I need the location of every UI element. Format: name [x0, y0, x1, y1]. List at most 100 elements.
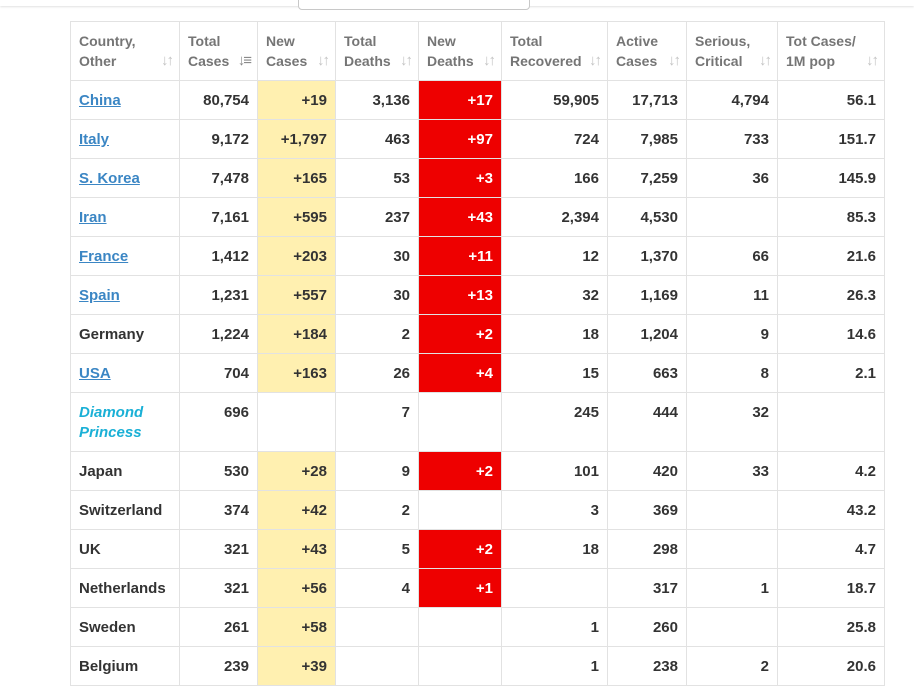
total-cases-cell: 530	[179, 451, 258, 491]
new-cases-cell: +39	[257, 646, 336, 686]
column-header-label: New Deaths	[427, 33, 474, 69]
new-deaths-cell: +4	[418, 353, 502, 393]
country-cell: Diamond Princess	[70, 392, 180, 452]
new-deaths-cell	[418, 646, 502, 686]
active-cases-cell: 444	[607, 392, 687, 452]
total-cases-cell: 321	[179, 529, 258, 569]
column-header-total-cases[interactable]: Total Cases ↓≡	[179, 21, 258, 81]
column-header-cases-per-million[interactable]: Tot Cases/1M pop ↓↑	[777, 21, 885, 81]
sort-icon[interactable]: ↓↑	[866, 52, 879, 69]
total-deaths-cell	[335, 607, 419, 647]
country-cell: Japan	[70, 451, 180, 491]
country-link[interactable]: China	[79, 92, 121, 109]
search-input[interactable]	[298, 0, 530, 10]
new-deaths-cell: +17	[418, 80, 502, 120]
column-header-new-cases[interactable]: New Cases ↓↑	[257, 21, 336, 81]
serious-critical-cell	[686, 197, 778, 237]
new-deaths-cell: +3	[418, 158, 502, 198]
serious-critical-cell: 33	[686, 451, 778, 491]
total-recovered-cell: 101	[501, 451, 608, 491]
total-deaths-cell: 53	[335, 158, 419, 198]
serious-critical-cell: 66	[686, 236, 778, 276]
serious-critical-cell: 4,794	[686, 80, 778, 120]
total-deaths-cell: 9	[335, 451, 419, 491]
new-deaths-cell	[418, 392, 502, 452]
active-cases-cell: 7,985	[607, 119, 687, 159]
country-cell: Sweden	[70, 607, 180, 647]
total-recovered-cell: 15	[501, 353, 608, 393]
country-cell: UK	[70, 529, 180, 569]
country-link[interactable]: S. Korea	[79, 170, 140, 187]
sort-icon[interactable]: ↓↑	[400, 52, 413, 69]
country-link[interactable]: USA	[79, 365, 111, 382]
column-header-label: Total Cases	[188, 33, 230, 69]
country-cell: S. Korea	[70, 158, 180, 198]
cases-per-million-cell	[777, 392, 885, 452]
column-header-label: Country, Other	[79, 33, 136, 69]
active-cases-cell: 4,530	[607, 197, 687, 237]
total-deaths-cell: 2	[335, 490, 419, 530]
country-link[interactable]: Italy	[79, 131, 110, 148]
sort-icon[interactable]: ↓↑	[589, 52, 602, 69]
table-body: China 80,754 +19 3,136 +17 59,905 17,713 4,794 5…	[70, 80, 885, 686]
table-row: Japan 530 +28 9 +2 101 420 33 4.2	[70, 451, 885, 491]
cases-per-million-cell: 25.8	[777, 607, 885, 647]
total-recovered-cell: 166	[501, 158, 608, 198]
total-deaths-cell	[335, 646, 419, 686]
new-cases-cell	[257, 392, 336, 452]
total-cases-cell: 1,231	[179, 275, 258, 315]
active-cases-cell: 238	[607, 646, 687, 686]
column-header-country[interactable]: Country, Other ↓↑	[70, 21, 180, 81]
cases-per-million-cell: 26.3	[777, 275, 885, 315]
new-deaths-cell: +97	[418, 119, 502, 159]
total-recovered-cell: 1	[501, 607, 608, 647]
active-cases-cell: 317	[607, 568, 687, 608]
cases-per-million-cell: 85.3	[777, 197, 885, 237]
country-link[interactable]: France	[79, 248, 129, 265]
column-header-total-deaths[interactable]: Total Deaths ↓↑	[335, 21, 419, 81]
sort-icon[interactable]: ↓↑	[483, 52, 496, 69]
new-cases-cell: +1,797	[257, 119, 336, 159]
column-header-active-cases[interactable]: Active Cases ↓↑	[607, 21, 687, 81]
new-cases-cell: +595	[257, 197, 336, 237]
total-recovered-cell: 3	[501, 490, 608, 530]
new-cases-cell: +43	[257, 529, 336, 569]
country-name: Switzerland	[79, 502, 163, 519]
serious-critical-cell: 8	[686, 353, 778, 393]
serious-critical-cell	[686, 529, 778, 569]
new-deaths-cell	[418, 607, 502, 647]
cases-per-million-cell: 4.2	[777, 451, 885, 491]
serious-critical-cell: 2	[686, 646, 778, 686]
total-cases-cell: 321	[179, 568, 258, 608]
new-cases-cell: +42	[257, 490, 336, 530]
column-header-total-recovered[interactable]: Total Recovered ↓↑	[501, 21, 608, 81]
table-row: Spain 1,231 +557 30 +13 32 1,169 11 26.3	[70, 275, 885, 315]
column-header-label: New Cases	[266, 33, 308, 69]
total-deaths-cell: 2	[335, 314, 419, 354]
total-deaths-cell: 3,136	[335, 80, 419, 120]
total-deaths-cell: 26	[335, 353, 419, 393]
new-deaths-cell: +43	[418, 197, 502, 237]
country-link[interactable]: Spain	[79, 287, 120, 304]
serious-critical-cell: 36	[686, 158, 778, 198]
sort-icon[interactable]: ↓↑	[668, 52, 681, 69]
sort-icon[interactable]: ↓↑	[759, 52, 772, 69]
column-header-new-deaths[interactable]: New Deaths ↓↑	[418, 21, 502, 81]
sort-descending-icon[interactable]: ↓≡	[237, 52, 252, 69]
cases-per-million-cell: 43.2	[777, 490, 885, 530]
active-cases-cell: 663	[607, 353, 687, 393]
country-link[interactable]: Diamond Princess	[79, 404, 144, 441]
column-header-label: Serious, Critical	[695, 33, 751, 69]
country-link[interactable]: Iran	[79, 209, 107, 226]
country-cell: Italy	[70, 119, 180, 159]
new-cases-cell: +28	[257, 451, 336, 491]
sort-icon[interactable]: ↓↑	[317, 52, 330, 69]
new-cases-cell: +163	[257, 353, 336, 393]
table-row: Germany 1,224 +184 2 +2 18 1,204 9 14.6	[70, 314, 885, 354]
sort-icon[interactable]: ↓↑	[161, 52, 174, 69]
total-deaths-cell: 237	[335, 197, 419, 237]
column-header-serious-critical[interactable]: Serious, Critical ↓↑	[686, 21, 778, 81]
active-cases-cell: 298	[607, 529, 687, 569]
active-cases-cell: 7,259	[607, 158, 687, 198]
cases-per-million-cell: 21.6	[777, 236, 885, 276]
